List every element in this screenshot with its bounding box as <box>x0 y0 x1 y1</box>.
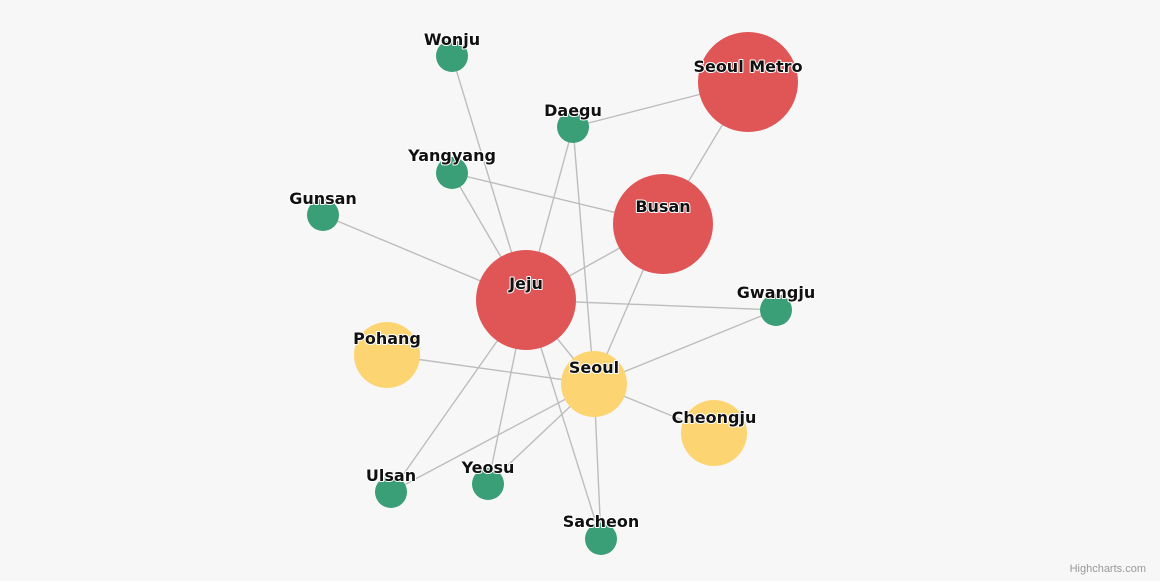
node-cheongju[interactable] <box>681 400 747 466</box>
labels-layer: Seoul Metro Busan Jeju Seoul Pohang Cheongju W… <box>288 29 816 532</box>
node-label-sacheon: Sacheon <box>563 512 639 531</box>
node-seoul-metro[interactable] <box>698 32 798 132</box>
node-daegu[interactable] <box>557 111 589 143</box>
edge-daegu-seoul <box>572 126 595 385</box>
node-label-yeosu: Yeosu <box>461 458 515 477</box>
node-label-wonju: Wonju <box>424 30 480 49</box>
node-ulsan[interactable] <box>375 476 407 508</box>
node-label-yangyang: Yangyang <box>407 146 496 165</box>
node-label-cheongju: Cheongju <box>672 408 757 427</box>
node-yeosu[interactable] <box>472 468 504 500</box>
node-label-pohang: Pohang <box>353 329 421 348</box>
node-label-daegu: Daegu <box>544 101 602 120</box>
node-gunsan[interactable] <box>307 199 339 231</box>
node-label-seoul-metro: Seoul Metro <box>693 57 802 76</box>
node-label-jeju: Jeju <box>508 274 543 293</box>
node-label-gwangju: Gwangju <box>737 283 815 302</box>
highcharts-credit[interactable]: Highcharts.com <box>1069 563 1146 575</box>
node-label-seoul: Seoul <box>569 358 619 377</box>
node-label-busan: Busan <box>635 197 690 216</box>
node-seoul[interactable] <box>561 351 627 417</box>
node-yangyang[interactable] <box>436 157 468 189</box>
edge-pohang-seoul <box>386 354 595 385</box>
edge-seoul-ulsan <box>390 383 595 493</box>
node-wonju[interactable] <box>436 40 468 72</box>
node-label-gunsan: Gunsan <box>289 189 357 208</box>
nodes-layer <box>307 32 798 555</box>
node-gwangju[interactable] <box>760 294 792 326</box>
node-busan[interactable] <box>613 174 713 274</box>
node-jeju[interactable] <box>476 250 576 350</box>
node-pohang[interactable] <box>354 322 420 388</box>
node-label-ulsan: Ulsan <box>366 466 416 485</box>
node-sacheon[interactable] <box>585 523 617 555</box>
